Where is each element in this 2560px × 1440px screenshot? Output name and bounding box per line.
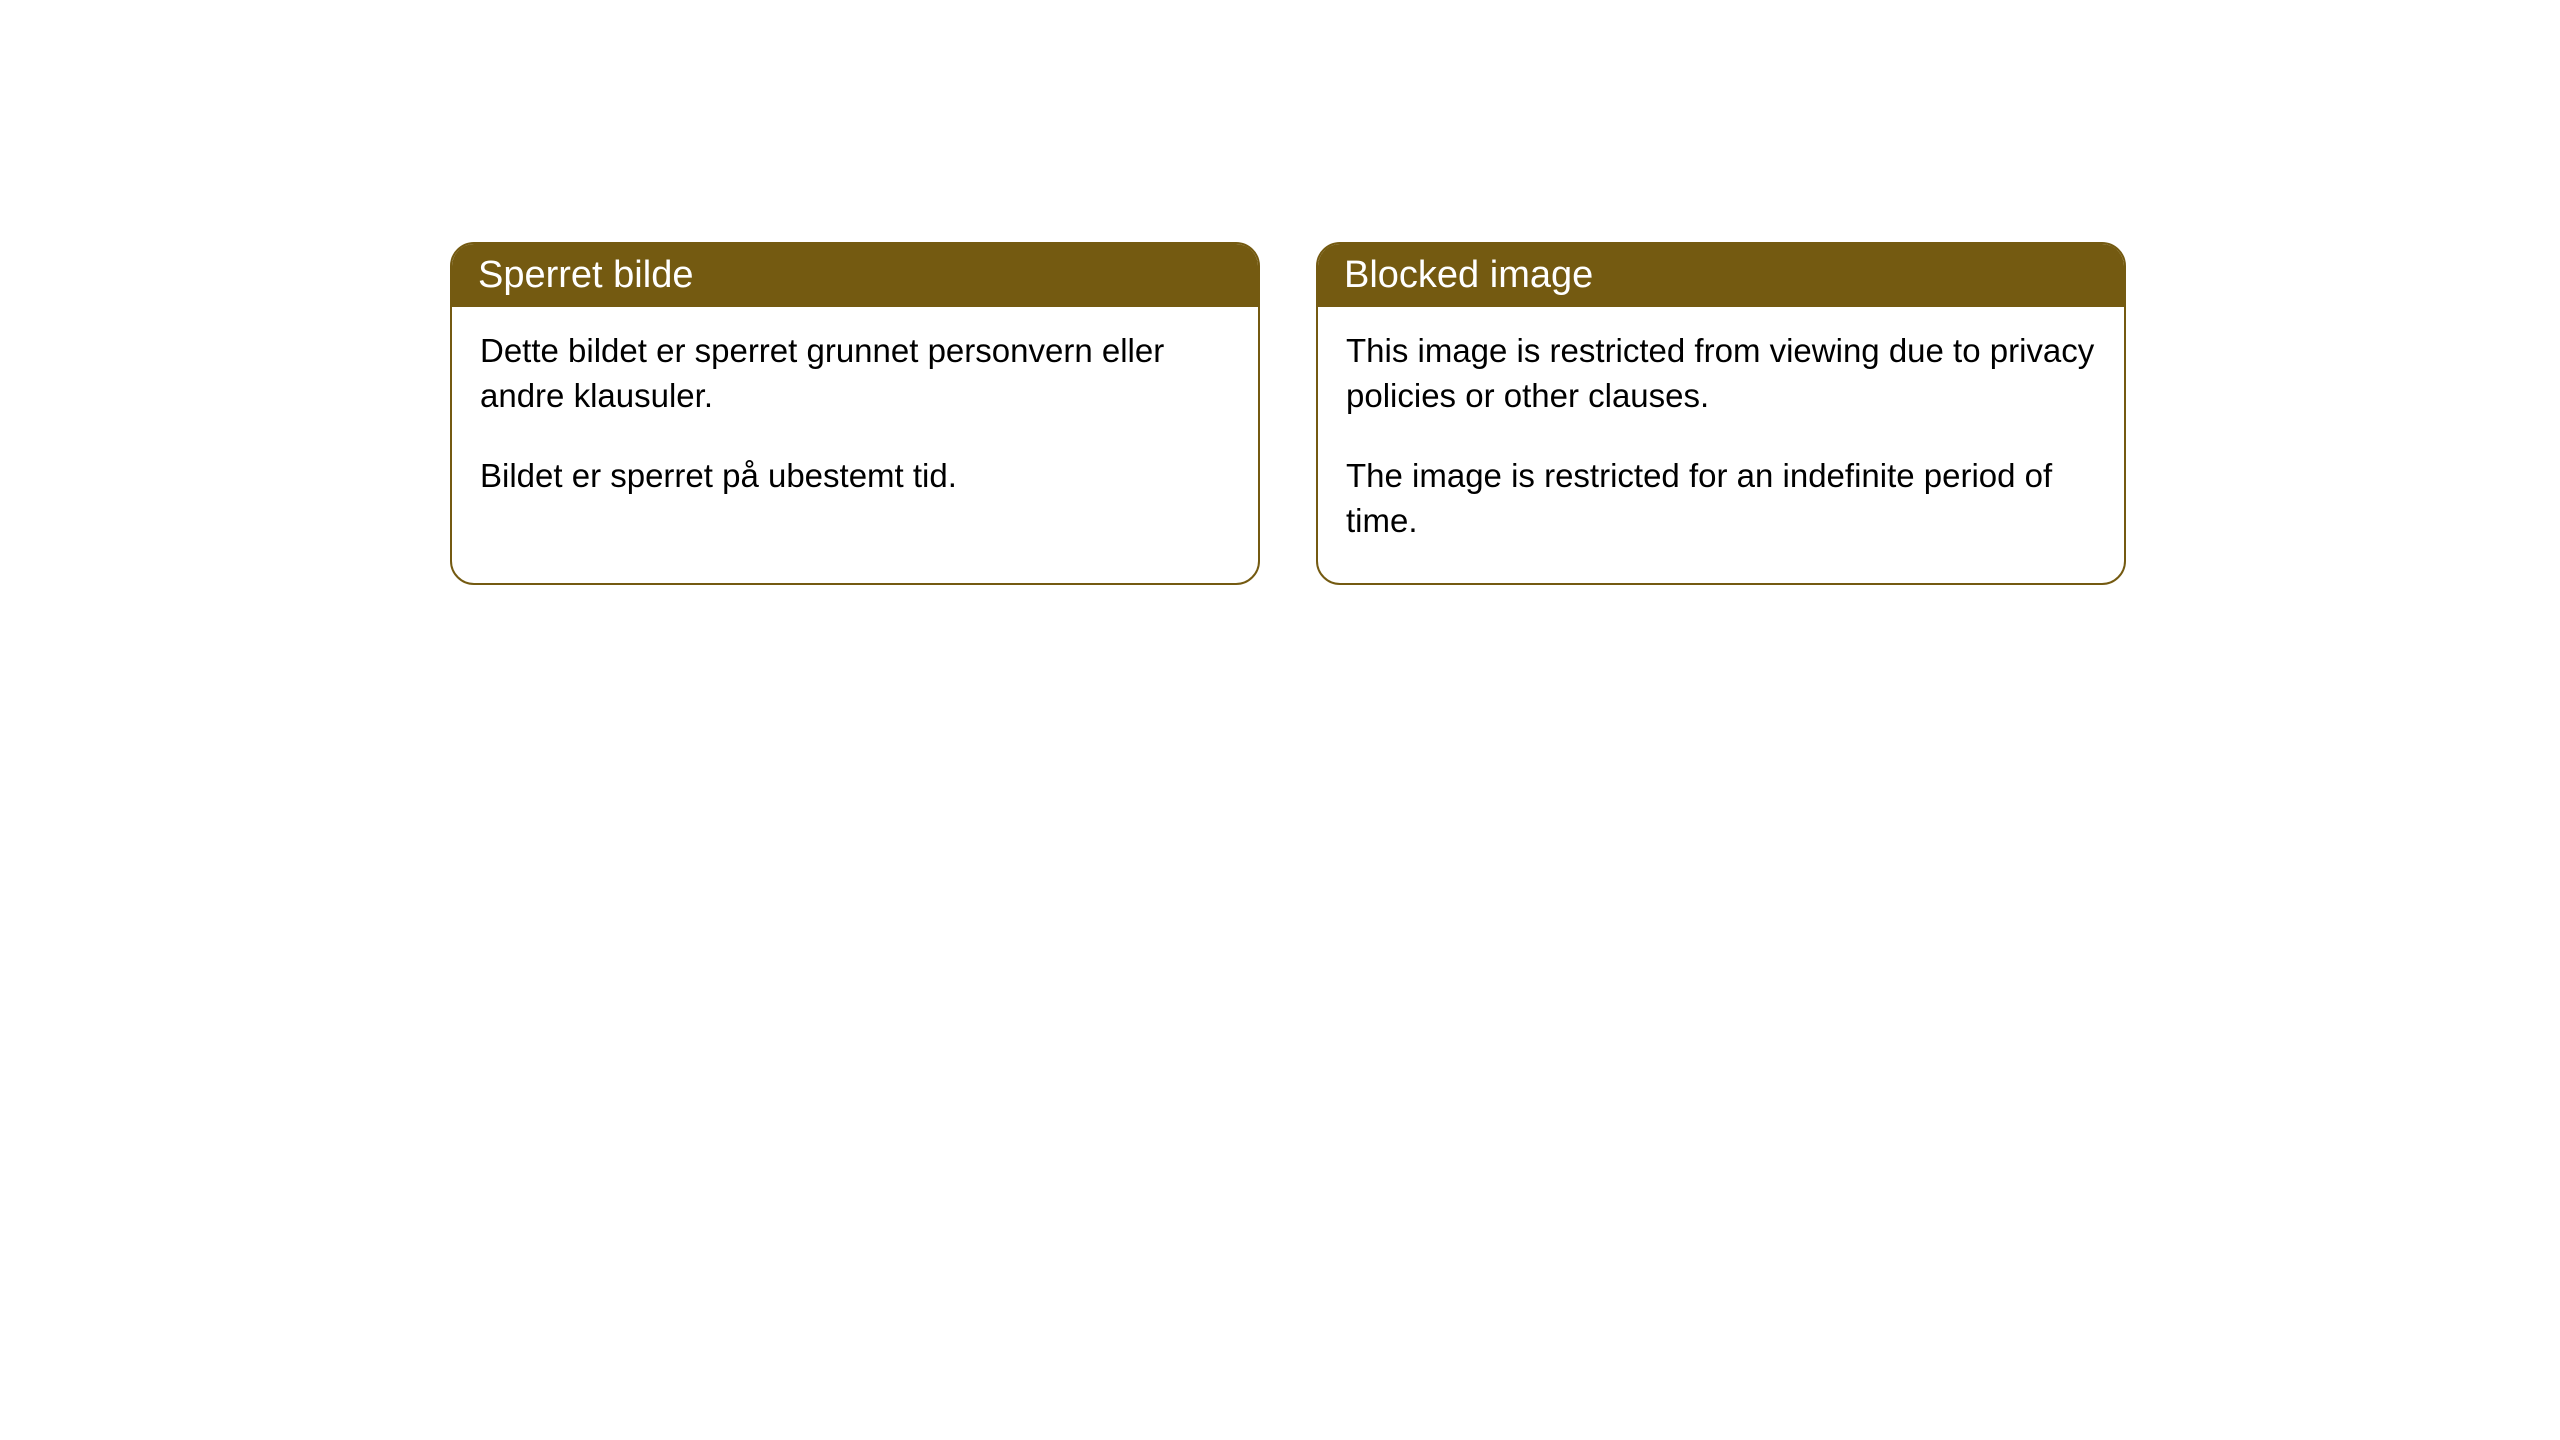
card-header: Blocked image	[1318, 244, 2124, 307]
blocked-image-card-norwegian: Sperret bilde Dette bildet er sperret gr…	[450, 242, 1260, 585]
card-title: Sperret bilde	[478, 254, 693, 296]
card-paragraph: Bildet er sperret på ubestemt tid.	[480, 454, 1230, 499]
card-paragraph: This image is restricted from viewing du…	[1346, 329, 2096, 418]
card-body: This image is restricted from viewing du…	[1318, 307, 2124, 583]
card-header: Sperret bilde	[452, 244, 1258, 307]
card-paragraph: Dette bildet er sperret grunnet personve…	[480, 329, 1230, 418]
notice-cards-container: Sperret bilde Dette bildet er sperret gr…	[450, 242, 2126, 585]
blocked-image-card-english: Blocked image This image is restricted f…	[1316, 242, 2126, 585]
card-paragraph: The image is restricted for an indefinit…	[1346, 454, 2096, 543]
card-body: Dette bildet er sperret grunnet personve…	[452, 307, 1258, 539]
card-title: Blocked image	[1344, 254, 1593, 296]
